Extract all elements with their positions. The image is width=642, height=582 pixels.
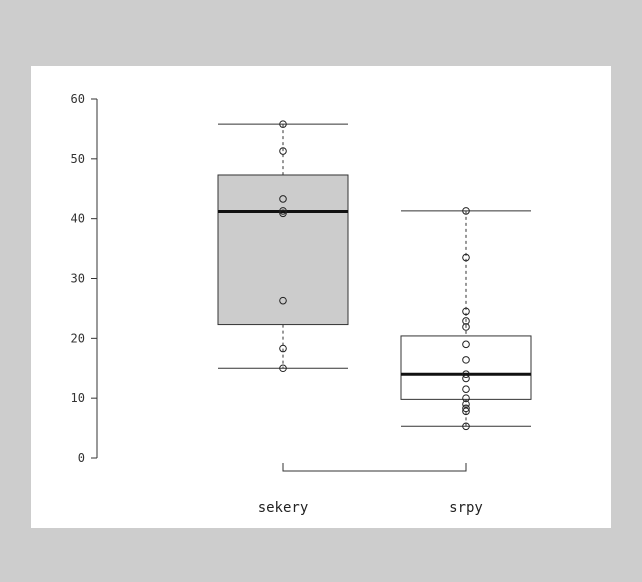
data-point-srpy xyxy=(462,317,470,325)
y-tick-label: 30 xyxy=(71,272,85,286)
data-point-srpy xyxy=(462,422,470,431)
data-point-srpy xyxy=(462,394,470,402)
x-axis-bracket xyxy=(282,463,467,472)
box-srpy xyxy=(400,335,532,400)
data-point-sekery xyxy=(279,296,287,305)
data-point-srpy xyxy=(462,307,470,316)
data-point-srpy xyxy=(462,385,470,393)
data-point-srpy xyxy=(462,374,470,383)
data-point-srpy xyxy=(462,370,470,379)
data-point-sekery xyxy=(279,207,287,215)
data-point-sekery xyxy=(279,364,287,373)
data-point-srpy xyxy=(462,323,470,331)
y-tick-label: 20 xyxy=(71,331,85,345)
box-sekery xyxy=(217,174,349,326)
y-tick-label: 50 xyxy=(71,152,85,166)
data-point-srpy xyxy=(462,340,470,349)
x-tick-label-sekery: sekery xyxy=(258,500,309,516)
y-tick-label: 0 xyxy=(78,451,85,465)
y-tick-label: 40 xyxy=(71,212,85,226)
y-tick-label: 60 xyxy=(71,92,85,106)
y-tick-label: 10 xyxy=(71,391,85,405)
data-point-srpy xyxy=(462,253,470,262)
data-point-sekery xyxy=(279,147,287,155)
data-point-srpy xyxy=(462,404,470,413)
data-point-srpy xyxy=(462,207,470,215)
data-point-sekery xyxy=(279,209,287,218)
data-point-sekery xyxy=(279,120,287,128)
data-point-srpy xyxy=(462,407,470,416)
data-point-srpy xyxy=(462,356,470,364)
data-point-sekery xyxy=(279,195,287,203)
data-point-sekery xyxy=(279,344,287,353)
data-point-srpy xyxy=(462,400,470,408)
x-tick-label-srpy: srpy xyxy=(449,500,483,516)
